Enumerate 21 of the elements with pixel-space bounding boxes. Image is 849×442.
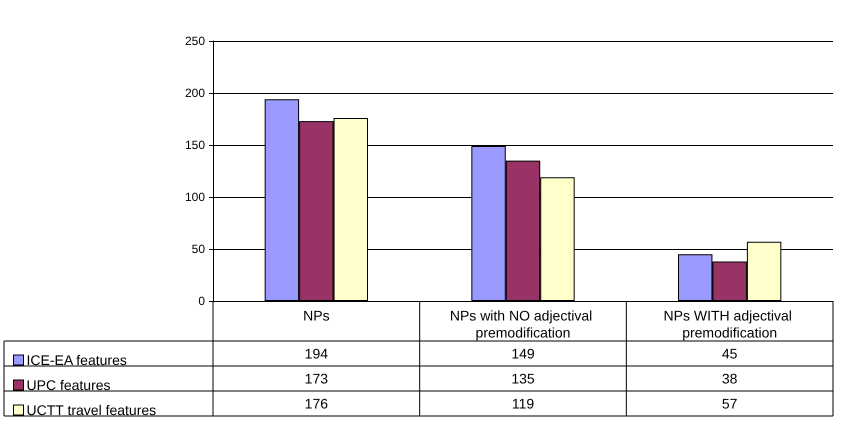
data-label: 135 [511,370,535,386]
x-tick-label: NPs with NO adjectival premodification [450,308,596,340]
data-label: 38 [722,370,738,386]
legend-label: ICE-EA features [26,352,127,368]
legend-label: UCTT travel features [26,402,156,418]
data-label: 45 [722,346,738,362]
y-tick-label: 200 [184,86,206,100]
x-tick-label: NPs [303,308,330,324]
y-tick-label: 150 [184,138,206,152]
data-label: 194 [304,346,328,362]
y-tick-label: 100 [184,190,206,204]
data-label: 149 [511,346,535,362]
data-label: 57 [722,396,738,412]
legend-label: UPC features [26,377,111,393]
y-tick-label: 250 [184,34,206,48]
data-label: 119 [512,396,534,412]
y-tick-label: 50 [192,242,206,256]
y-tick-label: 0 [198,294,206,308]
data-label: 173 [304,370,328,386]
data-label: 176 [304,396,328,412]
x-tick-label: NPs WITH adjectival premodification [664,308,796,340]
